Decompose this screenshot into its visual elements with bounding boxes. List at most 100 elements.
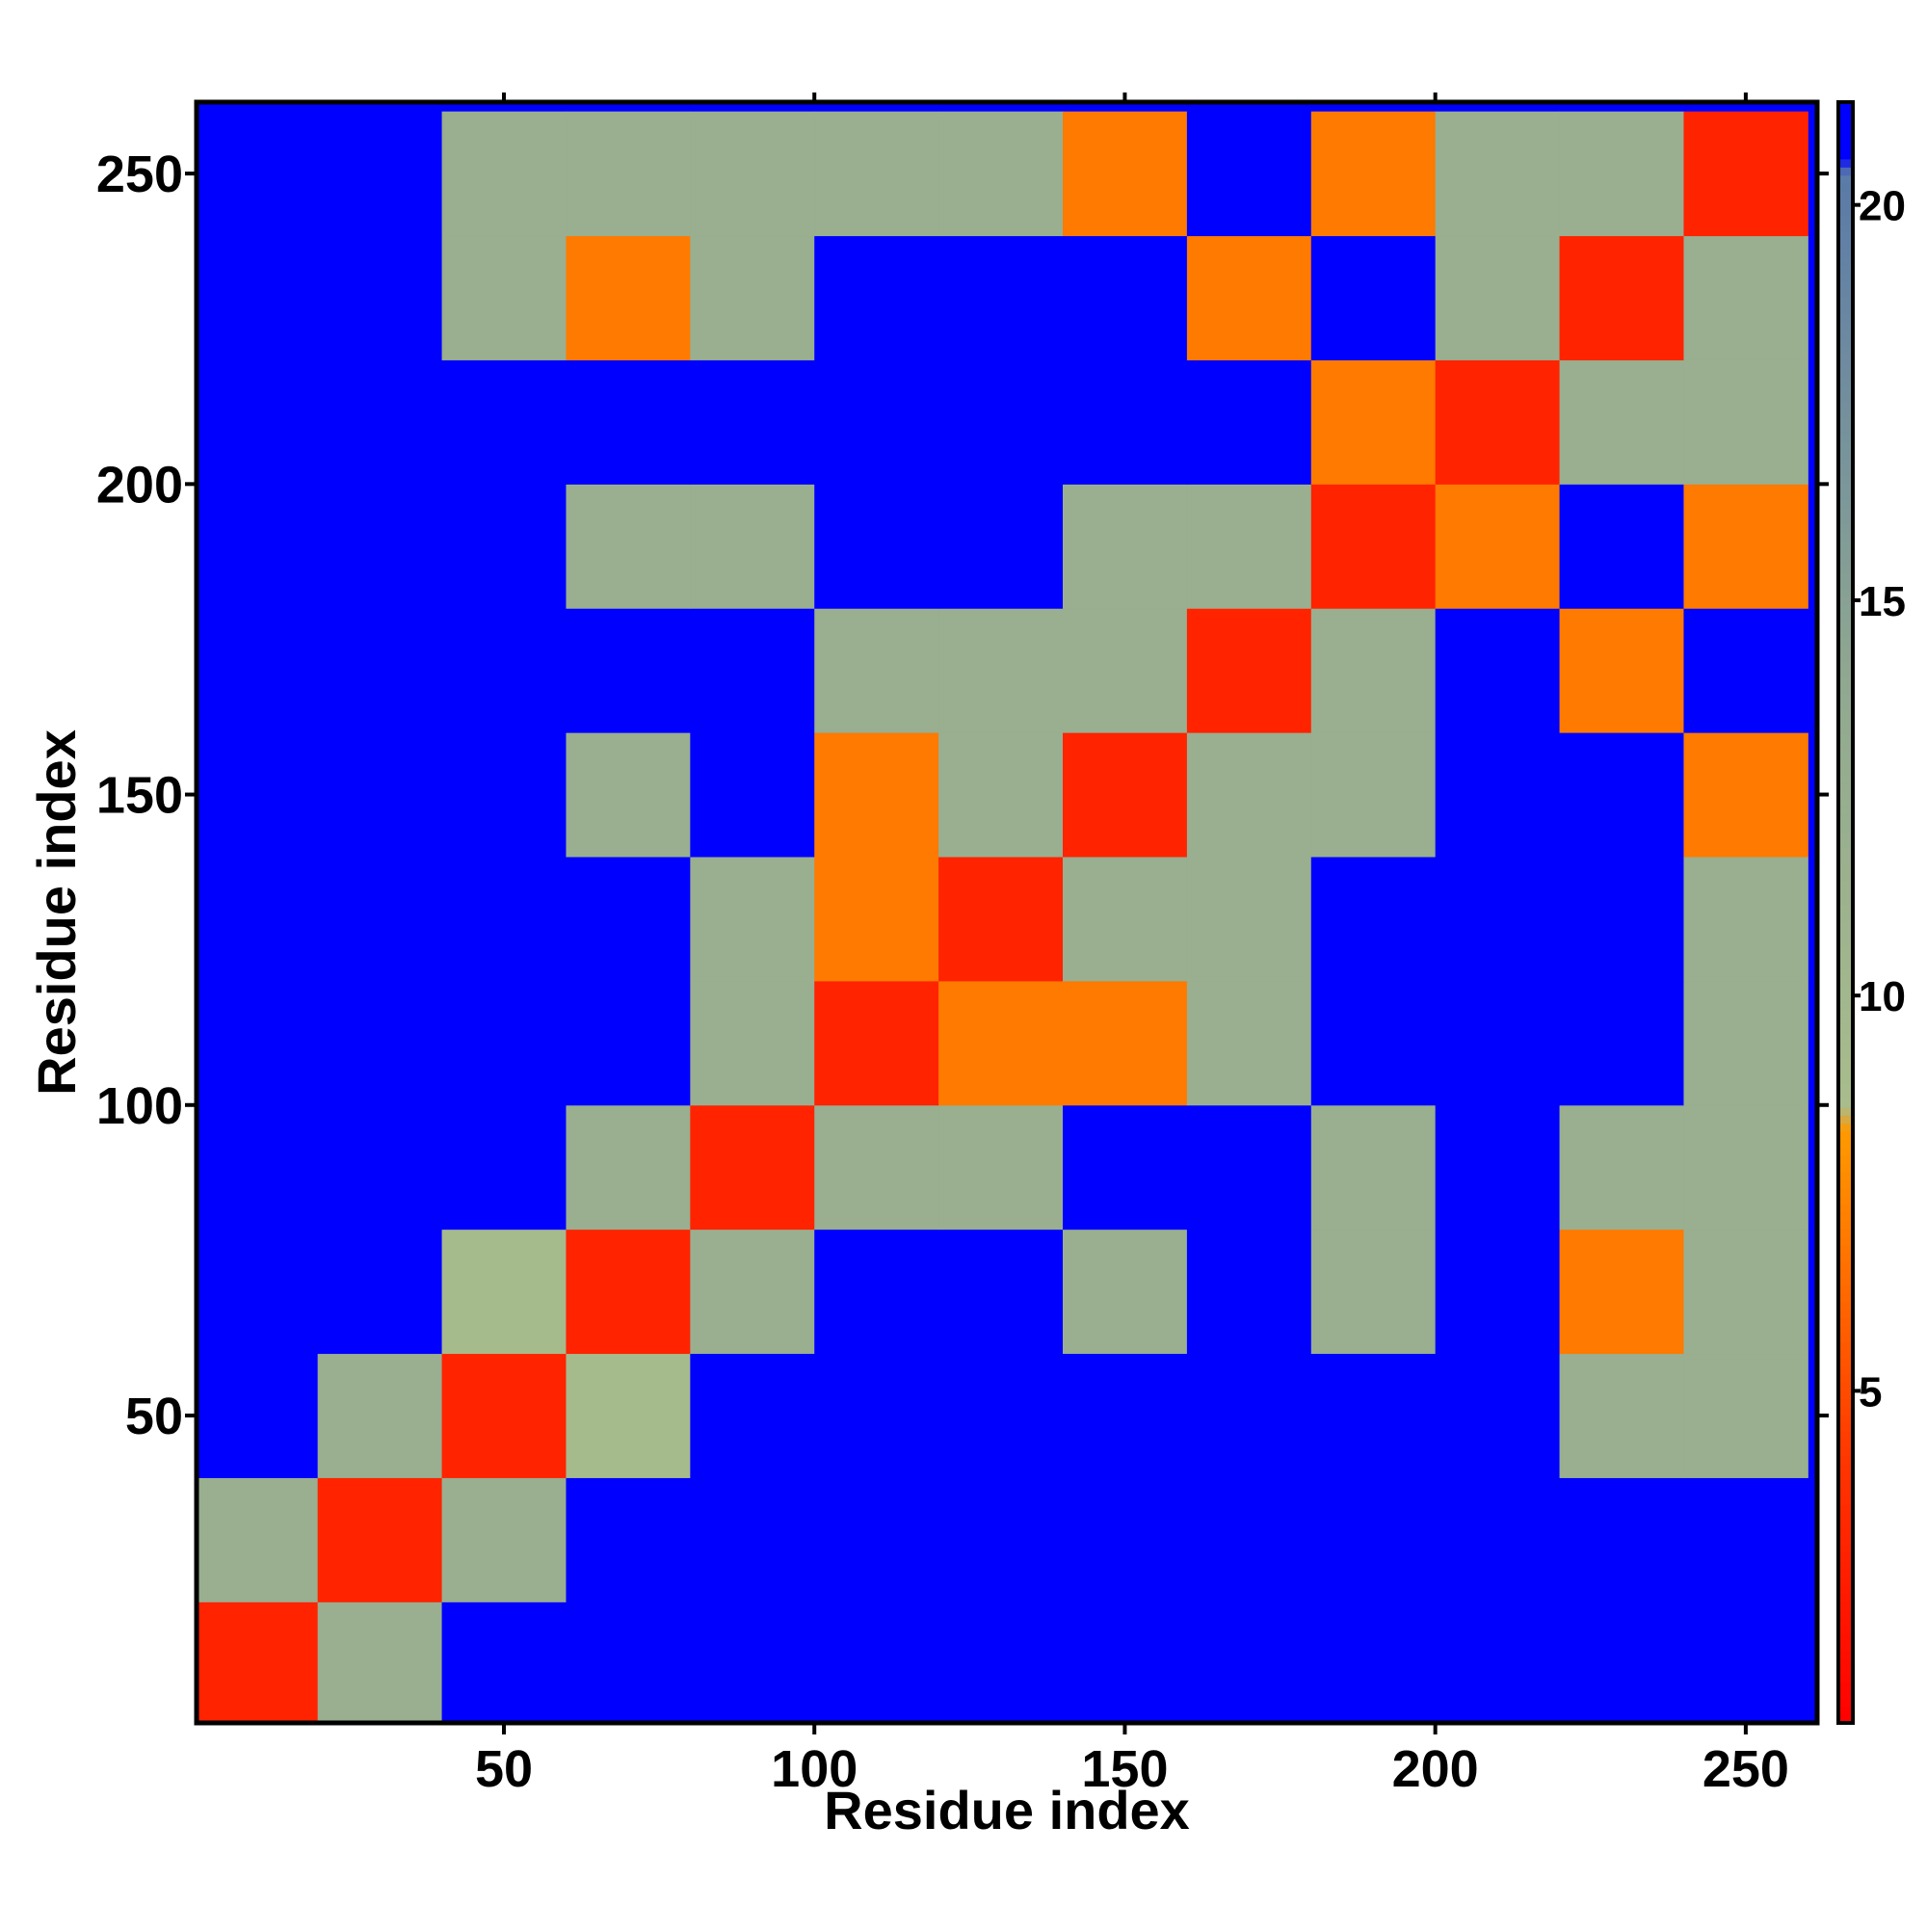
colorbar-step [1838, 1139, 1853, 1149]
heatmap-cell [317, 732, 443, 858]
colorbar-step [1838, 1382, 1853, 1391]
colorbar-step [1838, 766, 1853, 776]
colorbar-step [1838, 1009, 1853, 1019]
heatmap-cell [1683, 235, 1808, 360]
colorbar-step [1838, 758, 1853, 768]
colorbar-step [1838, 985, 1853, 994]
colorbar-step [1838, 483, 1853, 492]
heatmap-cell [317, 1353, 443, 1478]
colorbar-step [1838, 968, 1853, 978]
heatmap-cell [690, 1229, 815, 1355]
colorbar-step [1838, 628, 1853, 638]
heatmap-cell [1559, 857, 1684, 982]
heatmap-cell [317, 484, 443, 609]
colorbar-step [1838, 1601, 1853, 1610]
colorbar-step [1838, 1479, 1853, 1489]
y-tick-label: 50 [125, 1388, 183, 1445]
colorbar-step [1838, 1439, 1853, 1448]
colorbar-step [1838, 1681, 1853, 1691]
heatmap-cell [317, 608, 443, 733]
heatmap-cell [1559, 359, 1684, 485]
heatmap-cell [690, 484, 815, 609]
colorbar-step [1838, 336, 1853, 346]
heatmap-cell [317, 1477, 443, 1602]
colorbar-step [1838, 928, 1853, 938]
heatmap-cell [1683, 359, 1808, 485]
colorbar-step [1838, 782, 1853, 792]
colorbar-step [1838, 871, 1853, 881]
heatmap-cell [1683, 484, 1808, 609]
heatmap-cell [1683, 1477, 1808, 1602]
colorbar-step [1838, 1593, 1853, 1602]
colorbar-step [1838, 1698, 1853, 1707]
colorbar-step [1838, 937, 1853, 946]
heatmap-cell [1310, 359, 1437, 485]
heatmap-cell [197, 608, 319, 733]
heatmap-cell [1063, 732, 1188, 858]
colorbar-step [1838, 839, 1853, 849]
colorbar-step [1838, 1220, 1853, 1230]
colorbar-step [1838, 742, 1853, 752]
colorbar-step [1838, 215, 1853, 225]
colorbar-step [1838, 1058, 1853, 1068]
colorbar-step [1838, 174, 1853, 184]
colorbar-step [1838, 540, 1853, 549]
colorbar-step [1838, 1034, 1853, 1044]
heatmap-cell [441, 111, 567, 237]
heatmap-cell [1310, 484, 1437, 609]
heatmap-cell [1310, 1229, 1437, 1355]
colorbar-step [1838, 1609, 1853, 1619]
heatmap-cell [938, 1477, 1064, 1602]
colorbar-step [1838, 1123, 1853, 1132]
heatmap-cell [1559, 732, 1684, 858]
heatmap-cell [814, 732, 939, 858]
colorbar-step [1838, 1626, 1853, 1635]
colorbar-step [1838, 377, 1853, 386]
colorbar-step [1838, 1536, 1853, 1546]
colorbar-step [1838, 1049, 1853, 1059]
colorbar-step [1838, 1269, 1853, 1279]
heatmap-cell [441, 359, 567, 485]
heatmap-cell [1186, 732, 1312, 858]
colorbar-step [1838, 580, 1853, 590]
colorbar-step [1838, 459, 1853, 468]
heatmap-cell [938, 732, 1064, 858]
heatmap-cell [938, 359, 1064, 485]
heatmap-cell [317, 1601, 443, 1723]
heatmap-cell [1063, 980, 1188, 1106]
heatmap-cell [1435, 1104, 1561, 1231]
colorbar-step [1838, 1350, 1853, 1360]
colorbar-step [1838, 1204, 1853, 1213]
colorbar-step [1838, 944, 1853, 954]
heatmap-cell [197, 111, 319, 237]
heatmap-cell [1435, 235, 1561, 360]
colorbar-step [1838, 1358, 1853, 1367]
colorbar-step [1838, 361, 1853, 371]
colorbar-step [1838, 1260, 1853, 1270]
heatmap-cell [1186, 235, 1312, 360]
heatmap-cell [197, 484, 319, 609]
heatmap-cell [1063, 1229, 1188, 1355]
heatmap-cell [1186, 608, 1312, 733]
colorbar-step [1838, 345, 1853, 355]
heatmap-cell [1683, 1601, 1808, 1723]
colorbar-step [1838, 733, 1853, 743]
colorbar-step [1838, 1569, 1853, 1578]
heatmap-cell [1186, 1104, 1312, 1231]
heatmap-cell [690, 1601, 815, 1723]
colorbar-step [1838, 450, 1853, 460]
colorbar-step [1838, 150, 1853, 160]
colorbar-step [1838, 1650, 1853, 1659]
heatmap-cell [566, 235, 691, 360]
heatmap-cell [1186, 980, 1312, 1106]
heatmap-cell [441, 1353, 567, 1478]
heatmap-cell [1063, 1477, 1188, 1602]
colorbar-step [1838, 1018, 1853, 1027]
colorbar-step [1838, 564, 1853, 573]
colorbar-step [1838, 1666, 1853, 1676]
heatmap-cell [938, 980, 1064, 1106]
colorbar-step [1838, 1025, 1853, 1035]
colorbar-step [1838, 1001, 1853, 1011]
heatmap-cell [1310, 857, 1437, 982]
colorbar-step [1838, 1131, 1853, 1141]
